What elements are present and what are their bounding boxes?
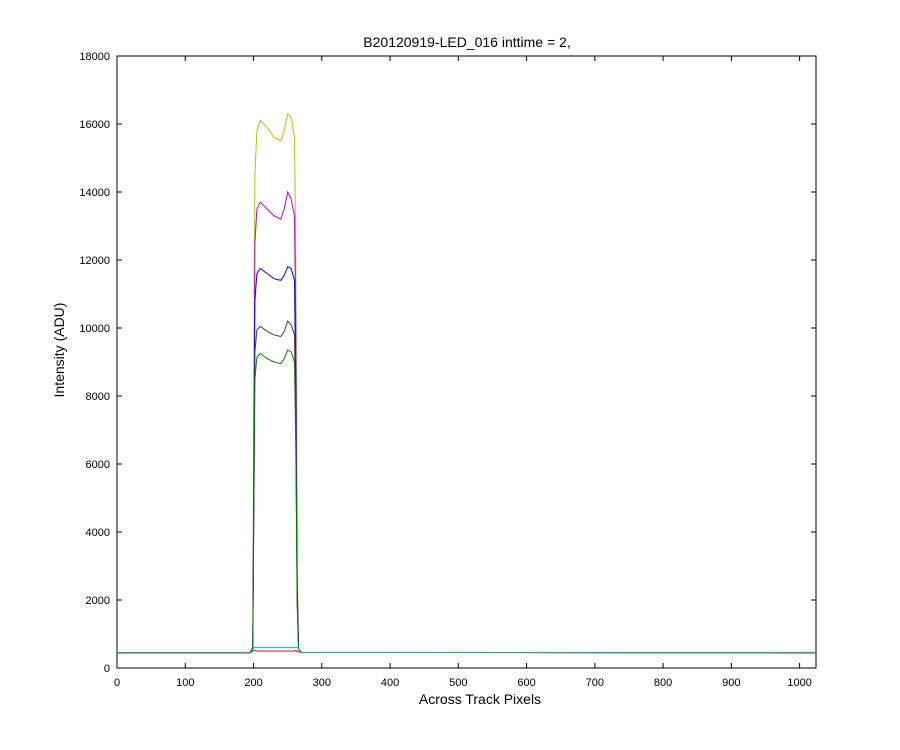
x-tick-label: 400 bbox=[381, 677, 399, 689]
x-tick-label: 200 bbox=[244, 677, 262, 689]
x-tick-label: 800 bbox=[654, 677, 672, 689]
plot-area: 0 100 200 300 400 500 600 700 800 900 1000 0 2000 40… bbox=[79, 51, 817, 689]
x-tick-label: 700 bbox=[586, 677, 604, 689]
x-tick-label: 500 bbox=[449, 677, 467, 689]
x-tick-label: 300 bbox=[313, 677, 331, 689]
y-tick-label: 16000 bbox=[79, 119, 110, 131]
y-axis-label: Intensity (ADU) bbox=[51, 303, 67, 398]
y-tick-label: 0 bbox=[104, 663, 110, 675]
y-tick-label: 6000 bbox=[86, 459, 110, 471]
series-layer bbox=[117, 112, 817, 654]
x-tick-label: 0 bbox=[114, 677, 120, 689]
x-ticks: 0 100 200 300 400 500 600 700 800 900 1000 bbox=[114, 56, 812, 689]
x-tick-label: 600 bbox=[517, 677, 535, 689]
series-line-5 bbox=[117, 349, 817, 654]
x-axis-label: Across Track Pixels bbox=[419, 691, 541, 707]
plot-frame bbox=[116, 55, 817, 669]
x-tick-label: 100 bbox=[176, 677, 194, 689]
chart-title: B20120919-LED_016 inttime = 2, bbox=[363, 34, 570, 50]
series-line-7 bbox=[117, 647, 816, 653]
y-tick-label: 8000 bbox=[86, 391, 110, 403]
y-tick-label: 2000 bbox=[86, 595, 110, 607]
y-tick-label: 14000 bbox=[79, 187, 110, 199]
series-line-6 bbox=[117, 649, 817, 654]
y-ticks: 0 2000 4000 6000 8000 10000 12000 14000 16000 180… bbox=[79, 51, 816, 675]
y-tick-label: 12000 bbox=[79, 255, 110, 267]
y-tick-label: 10000 bbox=[79, 323, 110, 335]
y-tick-label: 4000 bbox=[86, 527, 110, 539]
x-tick-label: 1000 bbox=[787, 677, 811, 689]
y-tick-label: 18000 bbox=[79, 51, 110, 63]
x-tick-label: 900 bbox=[722, 677, 740, 689]
